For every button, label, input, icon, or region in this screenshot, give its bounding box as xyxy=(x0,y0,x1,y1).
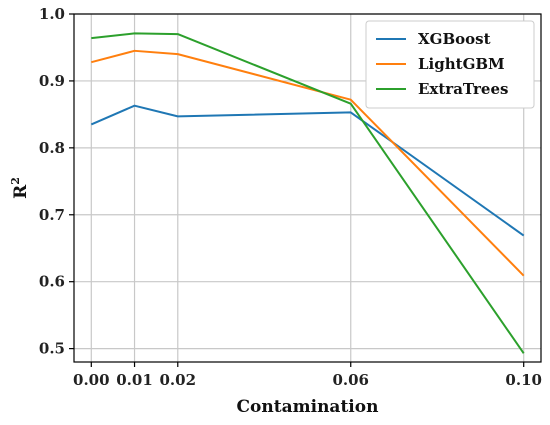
y-axis-title-superscript: 2 xyxy=(9,177,22,185)
x-axis-ticks: 0.00 0.01 0.02 0.06 0.10 xyxy=(73,362,542,389)
y-axis-ticks: 0.5 0.6 0.7 0.8 0.9 1.0 xyxy=(39,5,74,358)
x-tick-label: 0.06 xyxy=(332,371,369,389)
series-line-lightgbm xyxy=(91,49,525,277)
y-tick-label: 0.7 xyxy=(39,206,65,224)
legend: XGBoost LightGBM ExtraTrees xyxy=(365,20,535,109)
x-axis-title: Contamination xyxy=(237,397,379,417)
legend-label-lightgbm: LightGBM xyxy=(418,55,505,73)
y-axis-title: R2 xyxy=(9,177,31,199)
x-tick-label: 0.02 xyxy=(160,371,197,389)
y-tick-label: 0.5 xyxy=(39,340,65,358)
x-tick-label: 0.00 xyxy=(73,371,110,389)
legend-label-extratrees: ExtraTrees xyxy=(418,80,508,98)
y-tick-label: 0.6 xyxy=(39,273,65,291)
y-axis-title-base: R xyxy=(11,184,31,199)
series-lines xyxy=(90,32,525,354)
x-tick-label: 0.10 xyxy=(505,371,542,389)
y-tick-label: 1.0 xyxy=(39,5,65,23)
series-line-xgboost xyxy=(90,104,525,237)
y-tick-label: 0.8 xyxy=(39,139,65,157)
legend-label-xgboost: XGBoost xyxy=(418,30,491,48)
plot-frame xyxy=(73,13,542,363)
y-tick-label: 0.9 xyxy=(39,72,65,90)
series-line-extratrees xyxy=(91,32,525,354)
x-tick-label: 0.01 xyxy=(116,371,153,389)
legend-box xyxy=(365,20,535,109)
